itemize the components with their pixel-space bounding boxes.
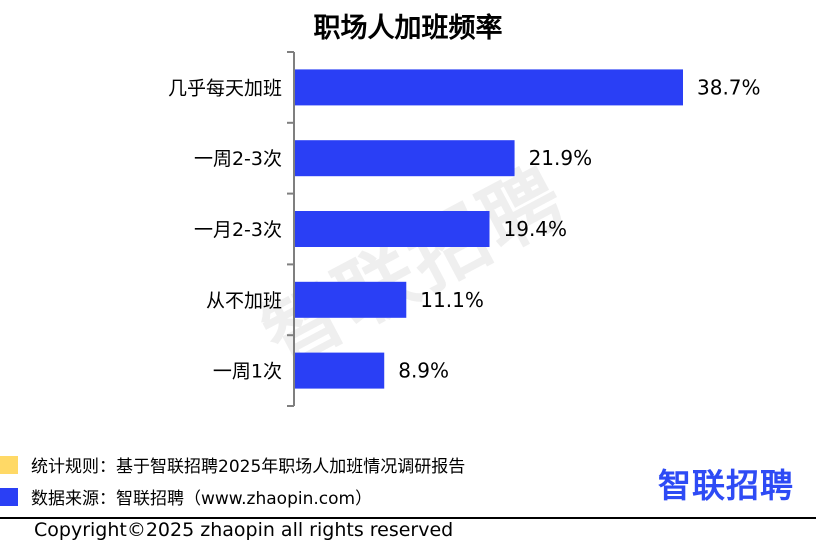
- data-label: 19.4%: [504, 217, 568, 241]
- bar-chart: 几乎每天加班 38.7% 一周2-3次 21.9% 一月2-3次 19.4% 从不加班 11.…: [168, 51, 761, 407]
- data-label: 38.7%: [697, 75, 761, 99]
- footer-divider: [0, 517, 816, 519]
- legend-yellow-swatch: [0, 455, 18, 474]
- data-label: 8.9%: [398, 359, 449, 383]
- category-label: 从不加班: [206, 290, 282, 312]
- bar: [295, 211, 490, 247]
- legend-stats-rule-text: 统计规则：基于智联招聘2025年职场人加班情况调研报告: [31, 457, 466, 477]
- category-label: 一周1次: [213, 361, 282, 383]
- category-label: 几乎每天加班: [168, 77, 282, 99]
- data-label: 11.1%: [420, 288, 484, 312]
- legend-stats-rule: 统计规则：基于智联招聘2025年职场人加班情况调研报告: [0, 452, 465, 477]
- legend-source-text: 数据来源：智联招聘（www.zhaopin.com）: [31, 489, 373, 509]
- category-label: 一月2-3次: [194, 219, 282, 241]
- bar: [295, 281, 407, 318]
- bar: [295, 140, 515, 177]
- chart-title: 职场人加班频率: [313, 13, 503, 44]
- zhaopin-logo: 智联招聘: [658, 466, 794, 505]
- legend-blue-swatch: [0, 487, 18, 506]
- category-label: 一周2-3次: [194, 148, 282, 170]
- bar: [295, 69, 683, 106]
- copyright-text: Copyright©2025 zhaopin all rights reserv…: [34, 519, 454, 541]
- data-label: 21.9%: [529, 146, 593, 170]
- bar: [295, 352, 385, 389]
- legend-source: 数据来源：智联招聘（www.zhaopin.com）: [0, 484, 372, 509]
